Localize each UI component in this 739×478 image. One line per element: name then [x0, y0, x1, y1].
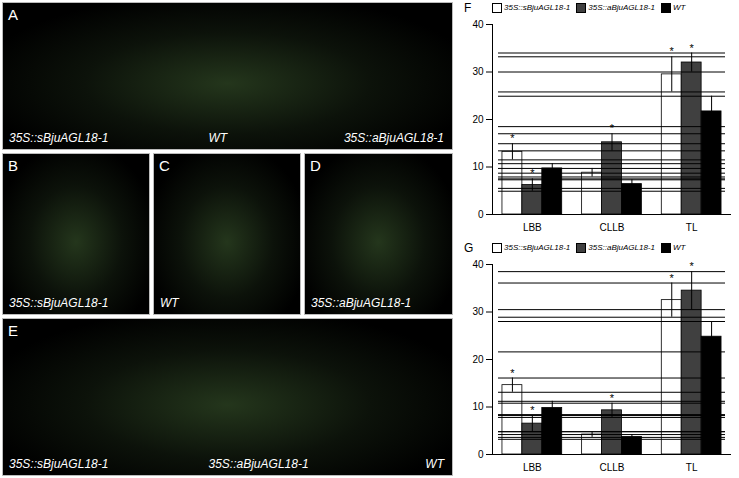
svg-text:*: * — [690, 260, 695, 272]
svg-text:*: * — [530, 404, 535, 416]
svg-text:*: * — [610, 122, 615, 134]
html-text:35S::sBjuAGL18-1: 35S::sBjuAGL18-1 — [9, 131, 109, 145]
html-text:35S::aBjuAGL18-1: 35S::aBjuAGL18-1 — [588, 243, 655, 253]
html-text:WT: WT — [160, 296, 179, 310]
svg-text:10: 10 — [472, 401, 484, 412]
html-text:35S::sBjuAGL18-1: 35S::sBjuAGL18-1 — [9, 457, 109, 471]
html-text:35S::aBjuAGL18-1: 35S::aBjuAGL18-1 — [343, 131, 444, 145]
svg-text:20: 20 — [472, 114, 484, 125]
html-text:D: D — [310, 157, 321, 174]
svg-text:0: 0 — [478, 449, 484, 460]
svg-text:20: 20 — [472, 354, 484, 365]
svg-text:CLLB: CLLB — [599, 222, 624, 233]
svg-text:TL: TL — [686, 222, 698, 233]
html-text:35S::aBjuAGL18-1: 35S::aBjuAGL18-1 — [311, 296, 412, 310]
html-text:35S::aBjuAGL18-1: 35S::aBjuAGL18-1 — [588, 3, 655, 13]
html-text:C: C — [159, 157, 170, 174]
svg-text:*: * — [670, 45, 675, 57]
svg-text:*: * — [670, 272, 675, 284]
svg-text:CLLB: CLLB — [599, 462, 624, 473]
svg-text:40: 40 — [472, 19, 484, 30]
svg-text:40: 40 — [472, 259, 484, 270]
svg-text:LBB: LBB — [523, 462, 542, 473]
svg-text:TL: TL — [686, 462, 698, 473]
svg-text:30: 30 — [472, 306, 484, 317]
svg-text:10: 10 — [472, 161, 484, 172]
svg-text:*: * — [510, 132, 515, 144]
html-text:B: B — [8, 157, 18, 174]
html-text:35S::aBjuAGL18-1: 35S::aBjuAGL18-1 — [208, 457, 309, 471]
html-text:WT: WT — [673, 3, 686, 13]
html-text:35S::sBjuAGL18-1: 35S::sBjuAGL18-1 — [9, 296, 109, 310]
svg-text:LBB: LBB — [523, 222, 542, 233]
html-text:A: A — [8, 6, 18, 23]
html-text:WT: WT — [208, 131, 228, 145]
svg-text:*: * — [610, 392, 615, 404]
html-text:WT: WT — [673, 243, 686, 253]
svg-text:*: * — [690, 42, 695, 54]
html-text:E: E — [8, 322, 18, 339]
svg-text:30: 30 — [472, 66, 484, 77]
svg-text:0: 0 — [478, 209, 484, 220]
html-text:G: G — [464, 241, 474, 255]
html-text:F: F — [464, 1, 472, 15]
html-text:35S::sBjuAGL18-1: 35S::sBjuAGL18-1 — [504, 243, 571, 253]
svg-text:*: * — [510, 367, 515, 379]
svg-text:*: * — [530, 167, 535, 179]
html-text:WT: WT — [425, 457, 444, 471]
html-text:35S::sBjuAGL18-1: 35S::sBjuAGL18-1 — [504, 3, 571, 13]
